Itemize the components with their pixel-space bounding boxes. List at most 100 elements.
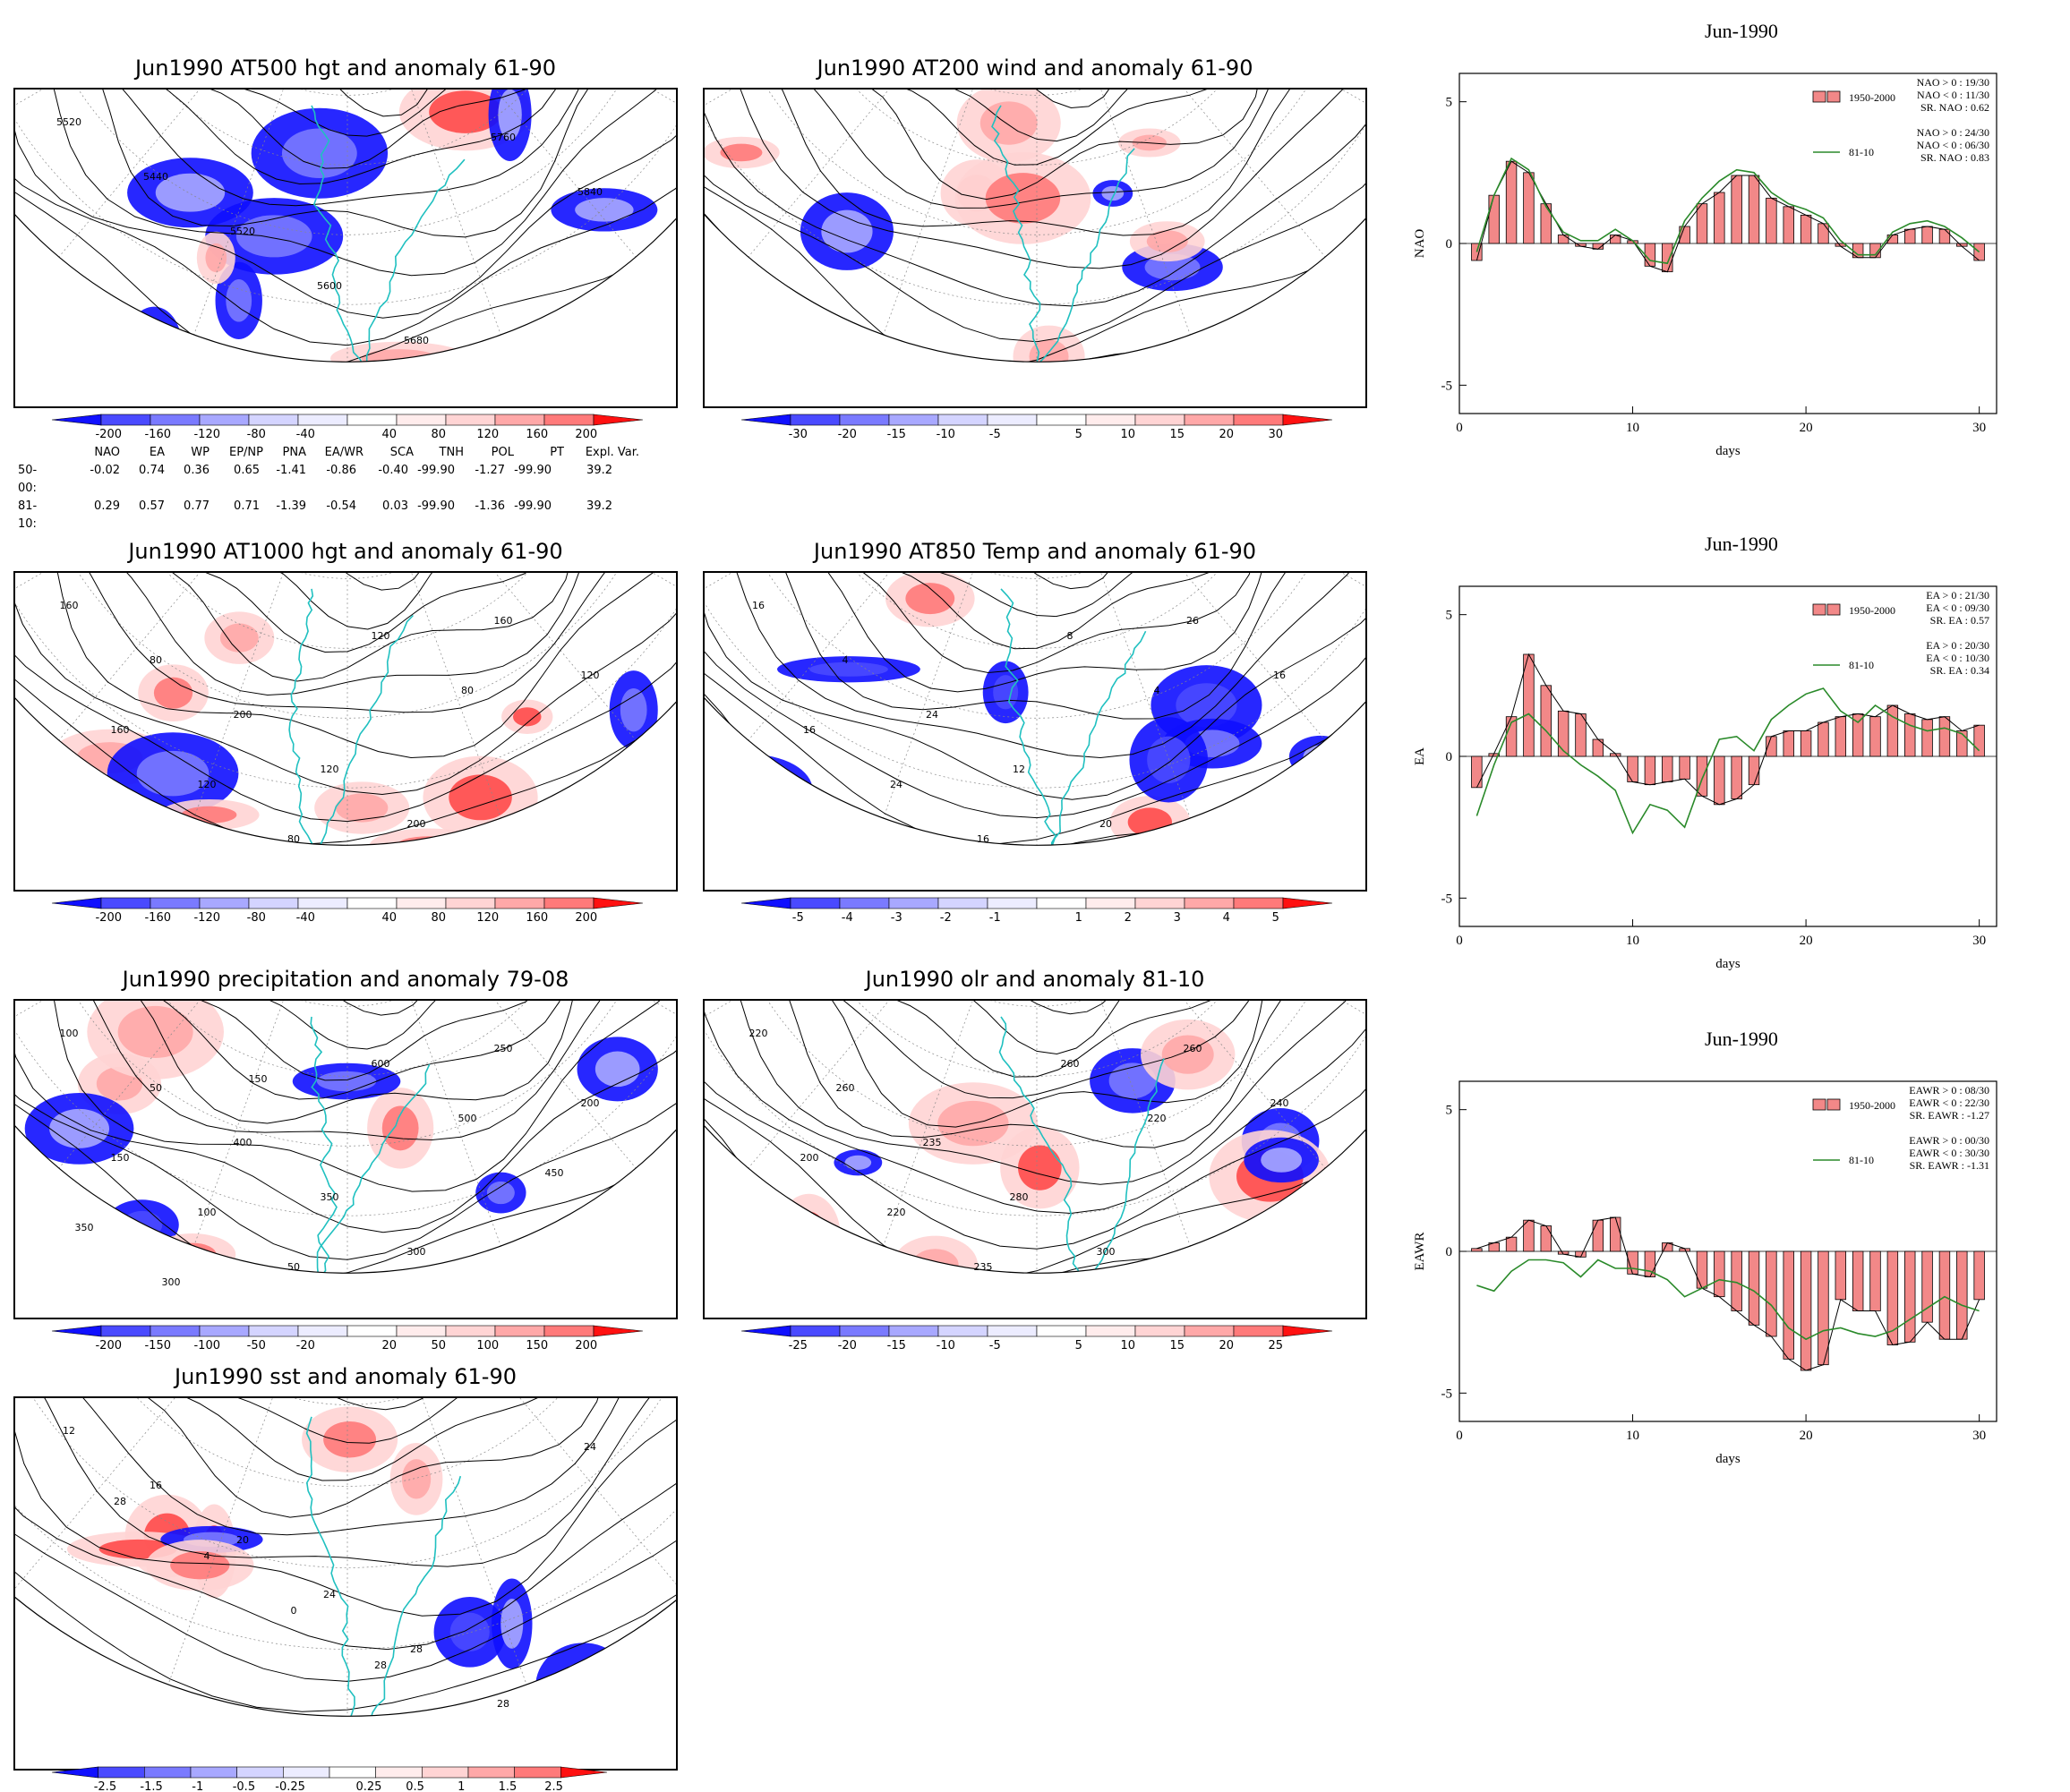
positive-anomaly: [205, 243, 227, 273]
latitude-circle: [15, 90, 676, 305]
x-tick-label: 20: [1800, 421, 1813, 435]
colorbar-arrow: [51, 897, 102, 909]
latitude-circle: [15, 1001, 676, 1216]
colorbar-segment: [375, 1766, 423, 1779]
bar: [1505, 1236, 1518, 1252]
colorbar: -200 -160 -120 -80 -40 40 80 120 160 200: [51, 414, 644, 447]
contour-line: [115, 90, 567, 169]
index-header: SCA: [389, 446, 414, 459]
contour-line: [15, 1398, 676, 1712]
series-line: [1476, 687, 1980, 835]
colorbar-tick-label: 40: [381, 911, 397, 925]
map-content: [705, 90, 1365, 363]
bar: [1644, 755, 1656, 786]
contour-label: 24: [584, 1441, 596, 1453]
contour-line: [705, 573, 1365, 819]
contour-label: 80: [287, 833, 300, 845]
positive-anomaly: [335, 793, 389, 823]
colorbar-segment: [396, 414, 447, 426]
negative-anomaly: [808, 661, 888, 677]
contour-label: 350: [321, 1191, 339, 1203]
index-header: POL: [491, 446, 514, 459]
legend-bar-label: 1950-2000: [1849, 91, 1895, 104]
negative-anomaly: [281, 128, 357, 179]
y-axis-label: EAWR: [1413, 1233, 1427, 1271]
negative-anomaly: [139, 322, 169, 363]
positive-anomaly: [1161, 1035, 1214, 1074]
y-tick-label: -5: [1441, 892, 1453, 906]
colorbar-tick-label: -80: [247, 911, 266, 925]
bar-top-line: [1476, 1216, 1980, 1371]
polar-map: 16 4 24 12 20 26 16 16 24 16 8 4: [705, 573, 1365, 846]
colorbar-segment: [494, 1325, 545, 1337]
bar: [1921, 1250, 1933, 1323]
colorbar-segment: [1134, 1325, 1185, 1337]
bar: [1938, 1250, 1951, 1340]
colorbar-segment: [1085, 1325, 1136, 1337]
contour-label: 200: [581, 1097, 600, 1109]
y-tick-label: -5: [1441, 1387, 1453, 1401]
x-tick-label: 0: [1456, 934, 1463, 948]
contour-label: 16: [977, 833, 989, 845]
negative-anomaly: [235, 215, 312, 258]
contour-label: 120: [321, 764, 339, 775]
contour-line: [88, 90, 585, 185]
bar: [1557, 235, 1570, 244]
colorbar-tick-label: 200: [575, 911, 597, 925]
contour-label: 28: [497, 1698, 509, 1710]
contour-label: 300: [1097, 1246, 1116, 1258]
colorbar-segment: [346, 414, 398, 426]
positive-anomaly: [1146, 230, 1188, 252]
stats-text: SR. NAO : 0.83: [1920, 151, 1989, 164]
colorbar-segment: [888, 1325, 939, 1337]
negative-anomaly: [122, 1210, 163, 1239]
index-table-header: NAO EA WP EP/NP PNA EA/WR SCA TNH POL PT…: [18, 444, 639, 462]
bar: [1956, 1250, 1968, 1340]
positive-anomaly: [168, 1242, 217, 1267]
y-tick-label: 0: [1446, 750, 1453, 764]
colorbar-tick-label: 150: [526, 1339, 548, 1353]
map-edge: [15, 696, 676, 846]
contour-line: [36, 1398, 616, 1518]
colorbar-segment: [144, 1766, 192, 1779]
index-header: EP/NP: [229, 446, 263, 459]
positive-anomaly: [985, 173, 1061, 224]
contour-line: [844, 573, 1241, 618]
negative-anomaly: [821, 209, 873, 253]
bar: [1766, 197, 1777, 244]
y-axis-label: EA: [1413, 747, 1427, 765]
colorbar-tick-label: 30: [1268, 428, 1283, 441]
contour-label: 240: [1270, 1097, 1289, 1109]
bar: [1766, 1250, 1777, 1337]
bar: [1852, 1250, 1864, 1311]
map-title: Jun1990 AT500 hgt and anomaly 61-90: [134, 55, 557, 81]
stats-text: NAO < 0 : 06/30: [1917, 139, 1989, 151]
bar: [1973, 243, 1985, 261]
colorbar-tick-label: -150: [144, 1339, 171, 1353]
colorbar-segment: [790, 897, 841, 909]
coastline: [305, 1416, 462, 1717]
contour-line: [15, 1001, 676, 1260]
colorbar-tick-label: 120: [476, 911, 499, 925]
positive-anomaly: [1127, 807, 1173, 837]
y-tick-label: 5: [1446, 96, 1453, 110]
contour-label: 4: [1154, 685, 1160, 696]
colorbar: -200 -150 -100 -50 -20 20 50 100 150 200: [51, 1325, 644, 1358]
positive-anomaly: [401, 1459, 432, 1499]
contour-label: 28: [410, 1643, 423, 1655]
index-header: NAO: [94, 446, 120, 459]
colorbar-segment: [248, 414, 299, 426]
contour-label: 235: [974, 1261, 993, 1273]
contour-label: 350: [75, 1222, 94, 1233]
stats-text: SR. EAWR : -1.31: [1910, 1159, 1989, 1172]
colorbar-segment: [248, 1325, 299, 1337]
colorbar-segment: [100, 1325, 151, 1337]
bar: [1973, 724, 1985, 757]
map-plot: [703, 88, 1367, 408]
colorbar-segment: [1233, 414, 1284, 426]
colorbar-segment: [1085, 414, 1136, 426]
stats-text: NAO > 0 : 19/30: [1917, 76, 1989, 89]
contour-label: 120: [198, 779, 217, 790]
contour-label: 5440: [143, 171, 168, 183]
contour-line: [717, 90, 1365, 269]
